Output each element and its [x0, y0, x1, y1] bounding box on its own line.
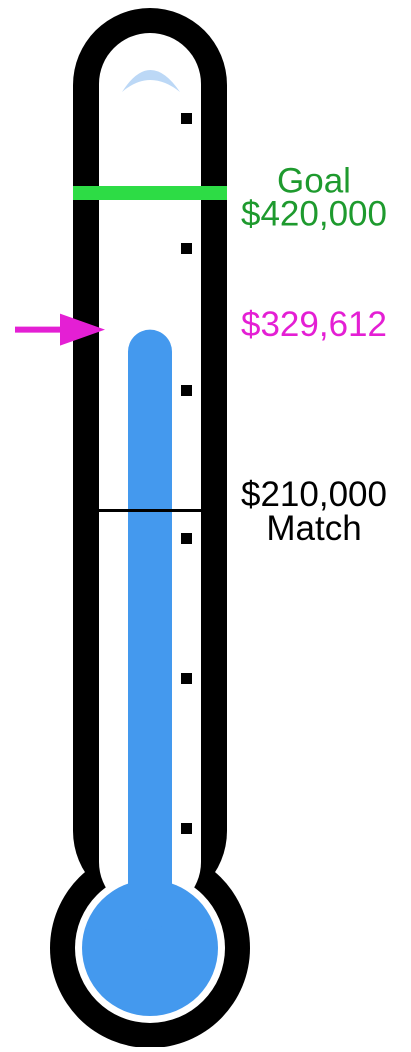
- match-label: Match: [266, 509, 361, 548]
- current-arrow: [15, 313, 105, 346]
- tick: [181, 823, 192, 834]
- current-value-label: $329,612: [241, 305, 387, 344]
- glass-highlight: [122, 70, 180, 92]
- tick: [181, 243, 192, 254]
- goal-label: Goal: [277, 161, 351, 200]
- tick: [181, 533, 192, 544]
- scale-ticks: [181, 113, 192, 834]
- match-value-label: $210,000: [241, 475, 387, 514]
- goal-value-label: $420,000: [241, 194, 387, 233]
- mercury-bulb: [82, 880, 218, 1016]
- tick: [181, 385, 192, 396]
- tick: [181, 113, 192, 124]
- mercury-column: [128, 329, 172, 930]
- tick: [181, 673, 192, 684]
